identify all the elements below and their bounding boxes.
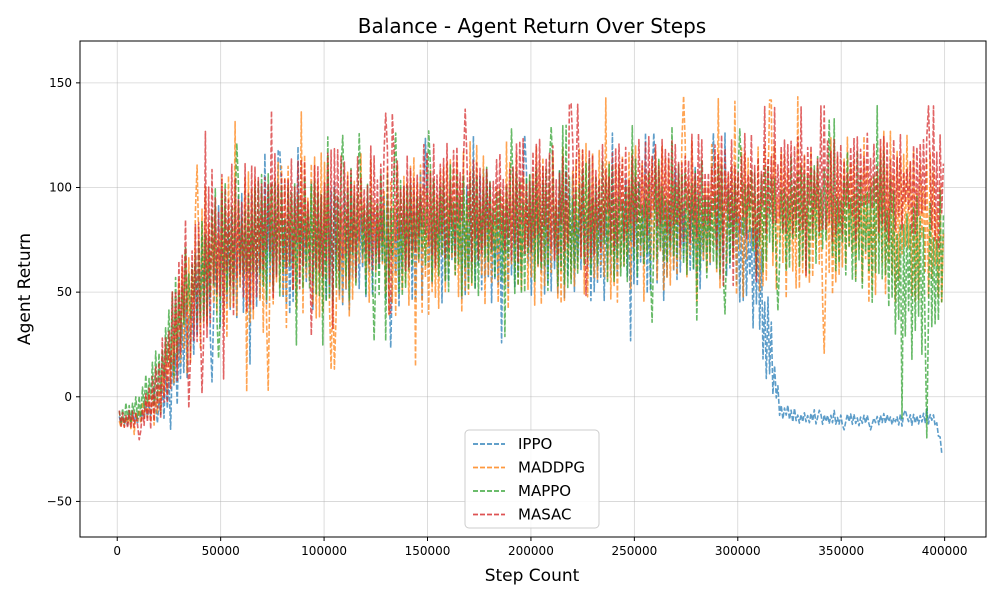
x-tick-label: 350000: [818, 544, 864, 558]
x-axis-title: Step Count: [485, 566, 580, 586]
legend-label-mappo: MAPPO: [518, 482, 571, 500]
legend-label-maddpg: MADDPG: [518, 459, 585, 477]
y-tick-label: 50: [57, 285, 72, 299]
x-tick-label: 50000: [202, 544, 240, 558]
series-line-ippo: [118, 132, 944, 454]
plot-frame: [79, 40, 987, 538]
y-tick-label: 150: [49, 76, 72, 90]
legend-label-masac: MASAC: [518, 506, 571, 524]
y-axis-title: Agent Return: [15, 233, 35, 345]
y-tick-label: −50: [47, 494, 72, 508]
legend: IPPO MADDPG MAPPO MASAC: [464, 429, 600, 529]
x-tick-label: 250000: [611, 544, 657, 558]
y-tick-label: 0: [64, 390, 72, 404]
legend-label-ippo: IPPO: [518, 435, 552, 453]
series-layer: [118, 95, 945, 454]
x-tick-label: 0: [113, 544, 121, 558]
chart-title: Balance - Agent Return Over Steps: [358, 14, 706, 38]
legend-box: [464, 429, 600, 529]
ticks: 0 50000 100000 150000 200000 250000 300000 3500…: [47, 76, 968, 558]
series-line-masac: [118, 103, 945, 441]
y-tick-label: 100: [49, 180, 72, 194]
x-tick-label: 400000: [922, 544, 968, 558]
x-tick-label: 100000: [301, 544, 347, 558]
x-tick-label: 200000: [508, 544, 554, 558]
x-tick-label: 150000: [405, 544, 451, 558]
x-tick-label: 300000: [715, 544, 761, 558]
